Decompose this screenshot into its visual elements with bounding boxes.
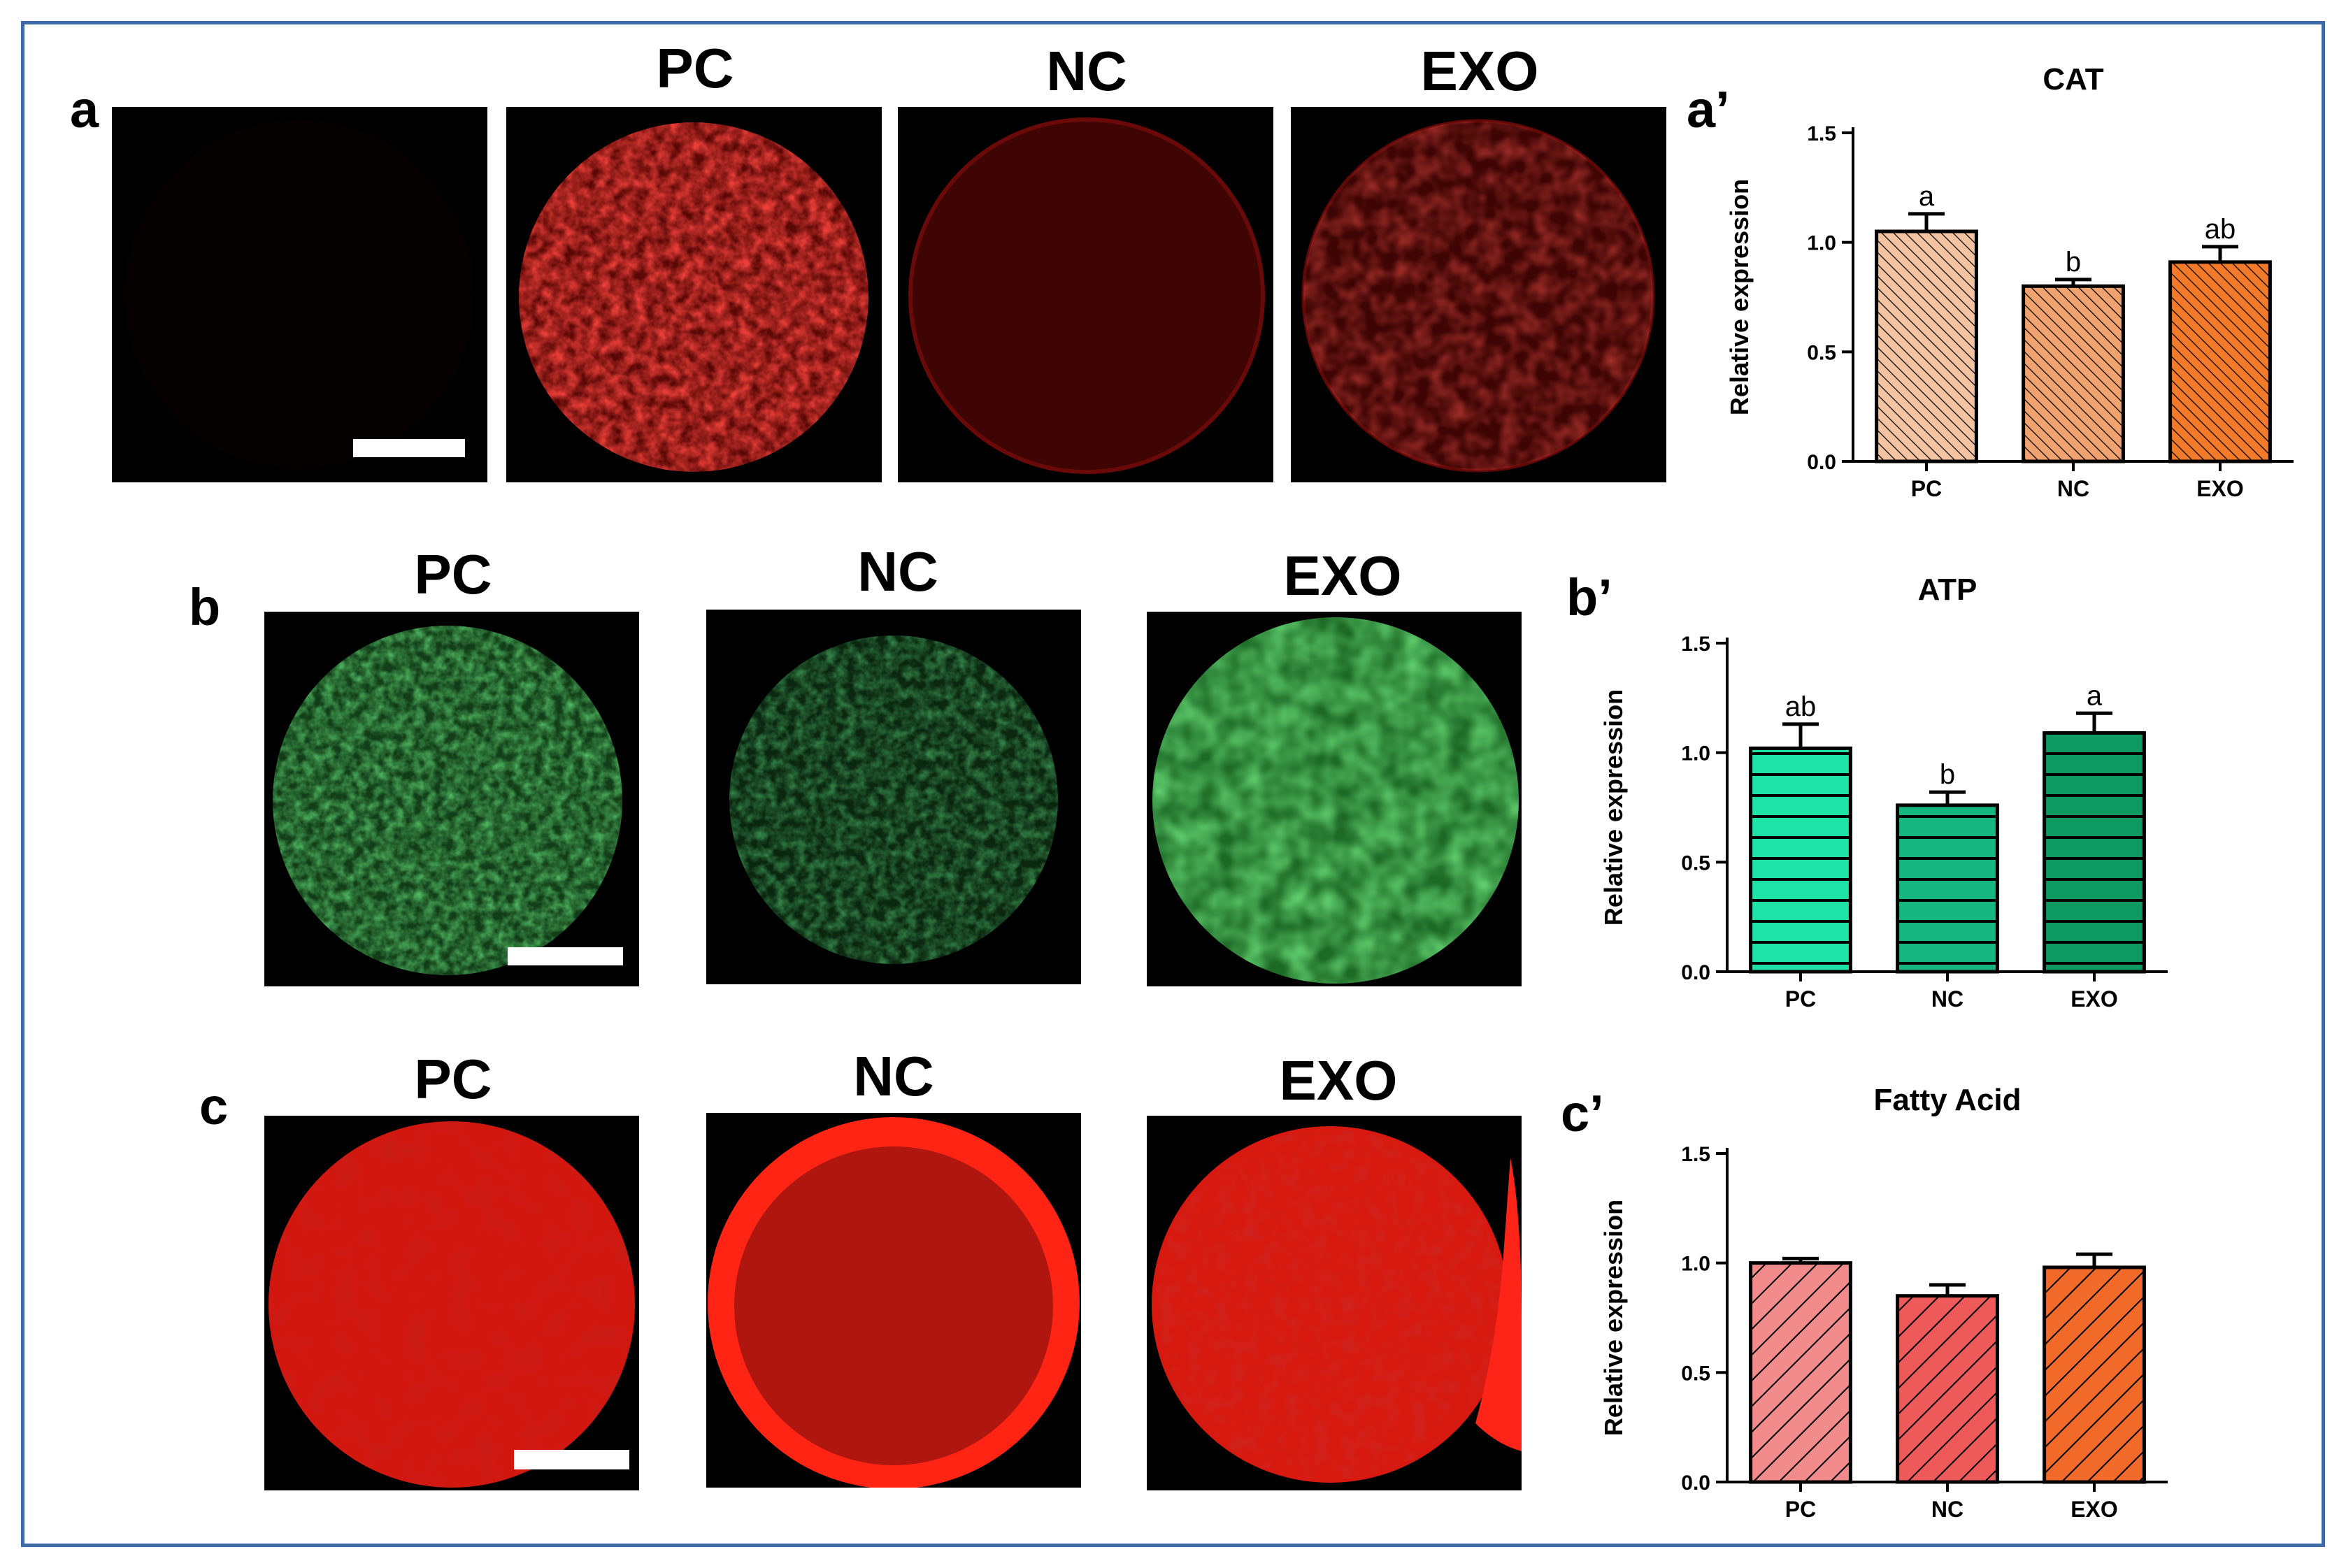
y-tick-label: 0.5 <box>1681 851 1710 875</box>
micrograph-a-nc <box>898 107 1273 482</box>
panel-label-a: a <box>70 80 99 138</box>
y-axis-label: Relative expression <box>1725 179 1754 415</box>
significance-letter: ab <box>2205 214 2236 245</box>
row-a-label-pc: PC <box>656 37 734 99</box>
significance-letter: ab <box>1785 691 1817 722</box>
cat-bar-chart: CAT Relative expression 0.0 0.5 1.0 1.5 a PC b NC… <box>1725 62 2294 501</box>
micrograph-a-blank <box>112 107 487 482</box>
micrograph-c-nc <box>706 1113 1081 1488</box>
micrograph-b-nc <box>706 610 1081 984</box>
y-tick-label: 1.5 <box>1807 122 1836 145</box>
y-tick-label: 0.0 <box>1807 451 1836 474</box>
row-c-label-pc: PC <box>414 1048 492 1110</box>
micrograph-c-exo <box>1147 1116 1522 1490</box>
x-tick-label: PC <box>1785 1497 1816 1522</box>
y-axis-label: Relative expression <box>1599 1200 1628 1436</box>
bar-pc <box>1749 1261 1852 1484</box>
y-tick-label: 0.0 <box>1681 1472 1710 1495</box>
micrograph-a-pc <box>506 107 882 482</box>
panel-label-a-prime: a’ <box>1687 80 1730 138</box>
micrograph-a-exo <box>1291 107 1666 482</box>
y-tick-label: 0.5 <box>1807 341 1836 364</box>
bar-nc <box>1896 803 1999 974</box>
x-tick-label: NC <box>1931 986 1964 1012</box>
x-tick-label: EXO <box>2070 986 2118 1012</box>
significance-letter: b <box>1940 759 1955 790</box>
bar-pc <box>1875 229 1978 463</box>
x-tick-label: NC <box>2057 476 2089 501</box>
x-tick-label: NC <box>1931 1497 1964 1522</box>
micrograph-c-pc <box>264 1116 639 1490</box>
row-c-label-exo: EXO <box>1279 1049 1398 1112</box>
chart-title: ATP <box>1918 573 1977 607</box>
x-tick-label: EXO <box>2070 1497 2118 1522</box>
y-tick-label: 1.0 <box>1807 232 1836 255</box>
y-axis-label: Relative expression <box>1599 689 1628 926</box>
panel-label-c: c <box>199 1077 229 1135</box>
chart-title: Fatty Acid <box>1873 1083 2021 1117</box>
scale-bar <box>353 439 465 457</box>
micrograph-b-exo <box>1147 612 1522 986</box>
y-tick-label: 1.5 <box>1681 1143 1710 1166</box>
row-c-label-nc: NC <box>853 1045 934 1107</box>
bar-pc <box>1749 746 1852 974</box>
y-tick-label: 1.5 <box>1681 633 1710 656</box>
bar-nc <box>2022 284 2125 463</box>
bar-exo <box>2043 731 2146 974</box>
y-tick-label: 1.0 <box>1681 1253 1710 1276</box>
row-a-label-nc: NC <box>1046 40 1127 102</box>
bar-exo <box>2168 260 2272 463</box>
atp-bar-chart: ATP Relative expression 0.0 0.5 1.0 1.5 ab PC b N… <box>1599 573 2168 1012</box>
figure-frame <box>21 21 2325 1547</box>
micrograph-b-pc <box>264 612 639 986</box>
significance-letter: b <box>2066 247 2081 278</box>
panel-label-c-prime: c’ <box>1561 1084 1604 1142</box>
x-tick-label: EXO <box>2196 476 2244 501</box>
scale-bar <box>514 1450 629 1469</box>
significance-letter: a <box>2087 680 2103 711</box>
bar-nc <box>1896 1294 1999 1484</box>
chart-title: CAT <box>2043 62 2103 96</box>
bar-exo <box>2043 1265 2146 1484</box>
row-b-label-pc: PC <box>414 543 492 605</box>
y-tick-label: 0.5 <box>1681 1362 1710 1385</box>
x-tick-label: PC <box>1911 476 1942 501</box>
x-tick-label: PC <box>1785 986 1816 1012</box>
significance-letter: a <box>1919 181 1935 212</box>
row-b-label-exo: EXO <box>1283 545 1402 607</box>
scale-bar <box>508 947 623 965</box>
row-b-label-nc: NC <box>857 540 938 603</box>
y-tick-label: 1.0 <box>1681 742 1710 765</box>
row-a-label-exo: EXO <box>1420 40 1539 102</box>
panel-label-b: b <box>189 578 221 636</box>
y-tick-label: 0.0 <box>1681 961 1710 984</box>
fatty-acid-bar-chart: Fatty Acid Relative expression 0.0 0.5 1.0 1.… <box>1599 1083 2168 1522</box>
panel-label-b-prime: b’ <box>1566 568 1612 626</box>
